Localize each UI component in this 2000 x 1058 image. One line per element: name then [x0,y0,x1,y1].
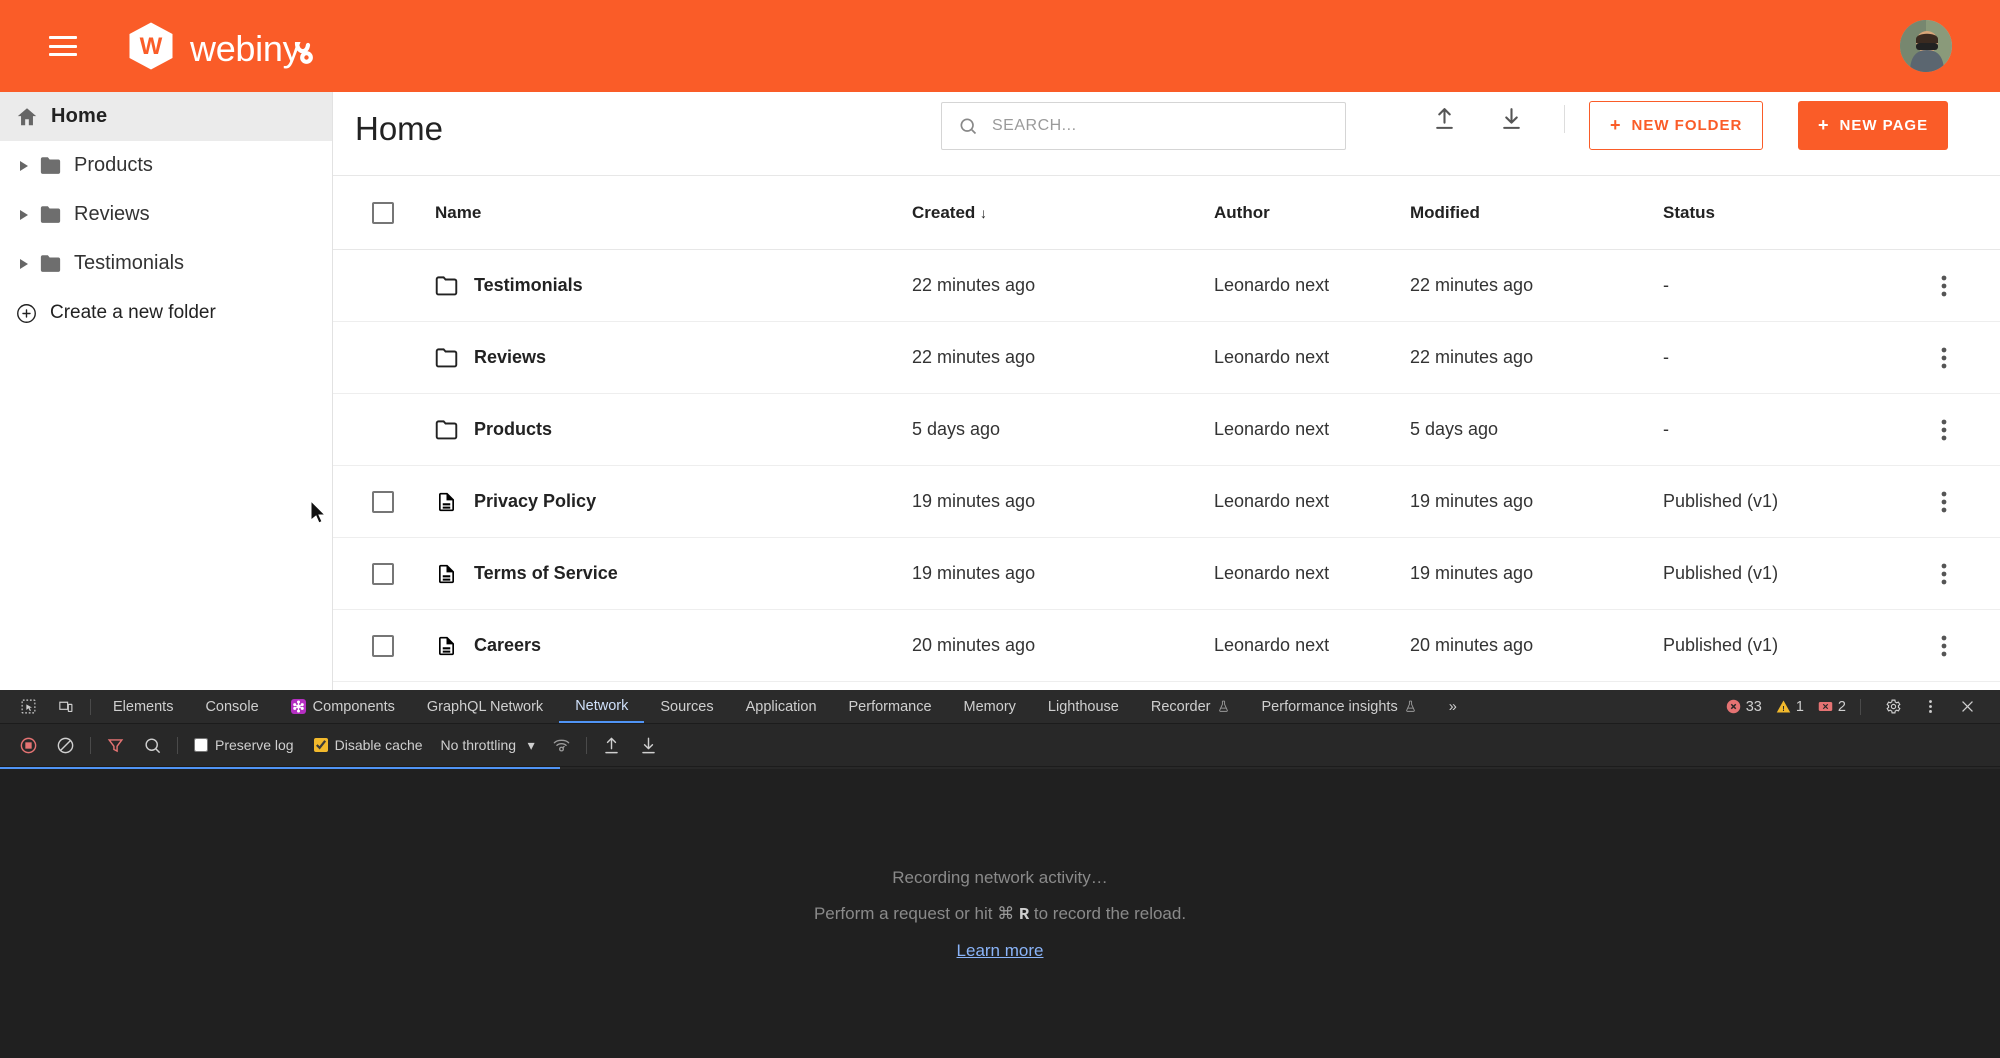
svg-text:!: ! [1782,704,1785,713]
svg-text:W: W [140,33,163,60]
